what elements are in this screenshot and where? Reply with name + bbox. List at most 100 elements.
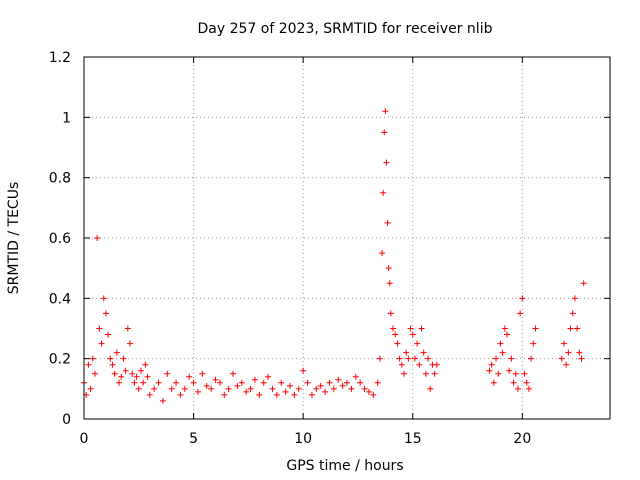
y-tick-label: 1.2 [49, 50, 71, 66]
data-point [493, 355, 500, 362]
data-point [394, 340, 401, 347]
x-tick-label: 15 [404, 431, 422, 447]
data-point [390, 325, 397, 332]
data-point [181, 385, 188, 392]
axis-ticks: 0 0.2 0.4 0.6 0.8 1 1.2 0 5 10 15 20 [49, 50, 610, 447]
data-point [422, 370, 429, 377]
data-point [199, 370, 206, 377]
data-point [508, 355, 515, 362]
data-point [398, 361, 405, 368]
data-point [383, 159, 390, 166]
data-points [81, 108, 587, 404]
chart-title: Day 257 of 2023, SRMTID for receiver nli… [198, 21, 493, 37]
data-point [234, 382, 241, 389]
data-point [322, 388, 329, 395]
data-point [580, 280, 587, 287]
data-point [497, 340, 504, 347]
data-point [243, 388, 250, 395]
y-axis-label: SRMTID / TECUs [6, 182, 22, 295]
data-point [519, 295, 526, 302]
data-point [512, 370, 519, 377]
data-point [109, 361, 116, 368]
data-point [379, 250, 386, 257]
data-point [506, 367, 513, 374]
data-point [313, 385, 320, 392]
data-point [278, 379, 285, 386]
data-point [164, 370, 171, 377]
plot-frame [83, 56, 611, 420]
data-point [558, 355, 565, 362]
data-point [269, 385, 276, 392]
data-point [251, 376, 258, 383]
data-point [503, 331, 510, 338]
data-point [532, 325, 539, 332]
data-point [565, 349, 572, 356]
data-point [514, 385, 521, 392]
data-point [499, 349, 506, 356]
data-point [578, 355, 585, 362]
data-point [335, 376, 342, 383]
data-point [396, 355, 403, 362]
data-point [273, 391, 280, 398]
data-point [256, 391, 263, 398]
data-point [488, 361, 495, 368]
data-point [142, 361, 149, 368]
y-tick-label: 1 [62, 110, 71, 126]
data-point [186, 373, 193, 380]
data-point [403, 349, 410, 356]
data-point [151, 385, 158, 392]
data-point [569, 310, 576, 317]
data-point [405, 355, 412, 362]
data-point [131, 379, 138, 386]
data-point [420, 349, 427, 356]
data-point [380, 189, 387, 196]
data-point [216, 379, 223, 386]
data-point [295, 385, 302, 392]
data-point [203, 382, 210, 389]
data-point [361, 385, 368, 392]
data-point [208, 385, 215, 392]
data-point [427, 385, 434, 392]
data-point [326, 379, 333, 386]
data-point [155, 379, 162, 386]
data-point [137, 367, 144, 374]
data-point [177, 391, 184, 398]
data-point [308, 391, 315, 398]
data-point [376, 355, 383, 362]
data-point [501, 325, 508, 332]
data-point [91, 370, 98, 377]
data-point [400, 370, 407, 377]
data-point [385, 265, 392, 272]
data-point [194, 388, 201, 395]
data-point [265, 373, 272, 380]
data-point [339, 382, 346, 389]
data-point [102, 310, 109, 317]
data-point [107, 355, 114, 362]
data-point [431, 370, 438, 377]
data-point [140, 379, 147, 386]
data-point [521, 370, 528, 377]
x-axis-label: GPS time / hours [286, 458, 403, 474]
data-point [523, 379, 530, 386]
y-tick-label: 0.2 [49, 352, 71, 368]
data-point [221, 391, 228, 398]
data-point [225, 385, 232, 392]
data-point [414, 340, 421, 347]
data-point [382, 108, 389, 115]
data-point [212, 376, 219, 383]
data-point [407, 325, 414, 332]
data-point [317, 382, 324, 389]
data-point [127, 340, 134, 347]
data-point [96, 325, 103, 332]
data-point [146, 391, 153, 398]
data-point [576, 349, 583, 356]
data-point [111, 370, 118, 377]
data-point [287, 382, 294, 389]
data-point [416, 361, 423, 368]
data-point [260, 379, 267, 386]
data-point [418, 325, 425, 332]
data-point [348, 385, 355, 392]
data-point [409, 331, 416, 338]
data-point [100, 295, 107, 302]
